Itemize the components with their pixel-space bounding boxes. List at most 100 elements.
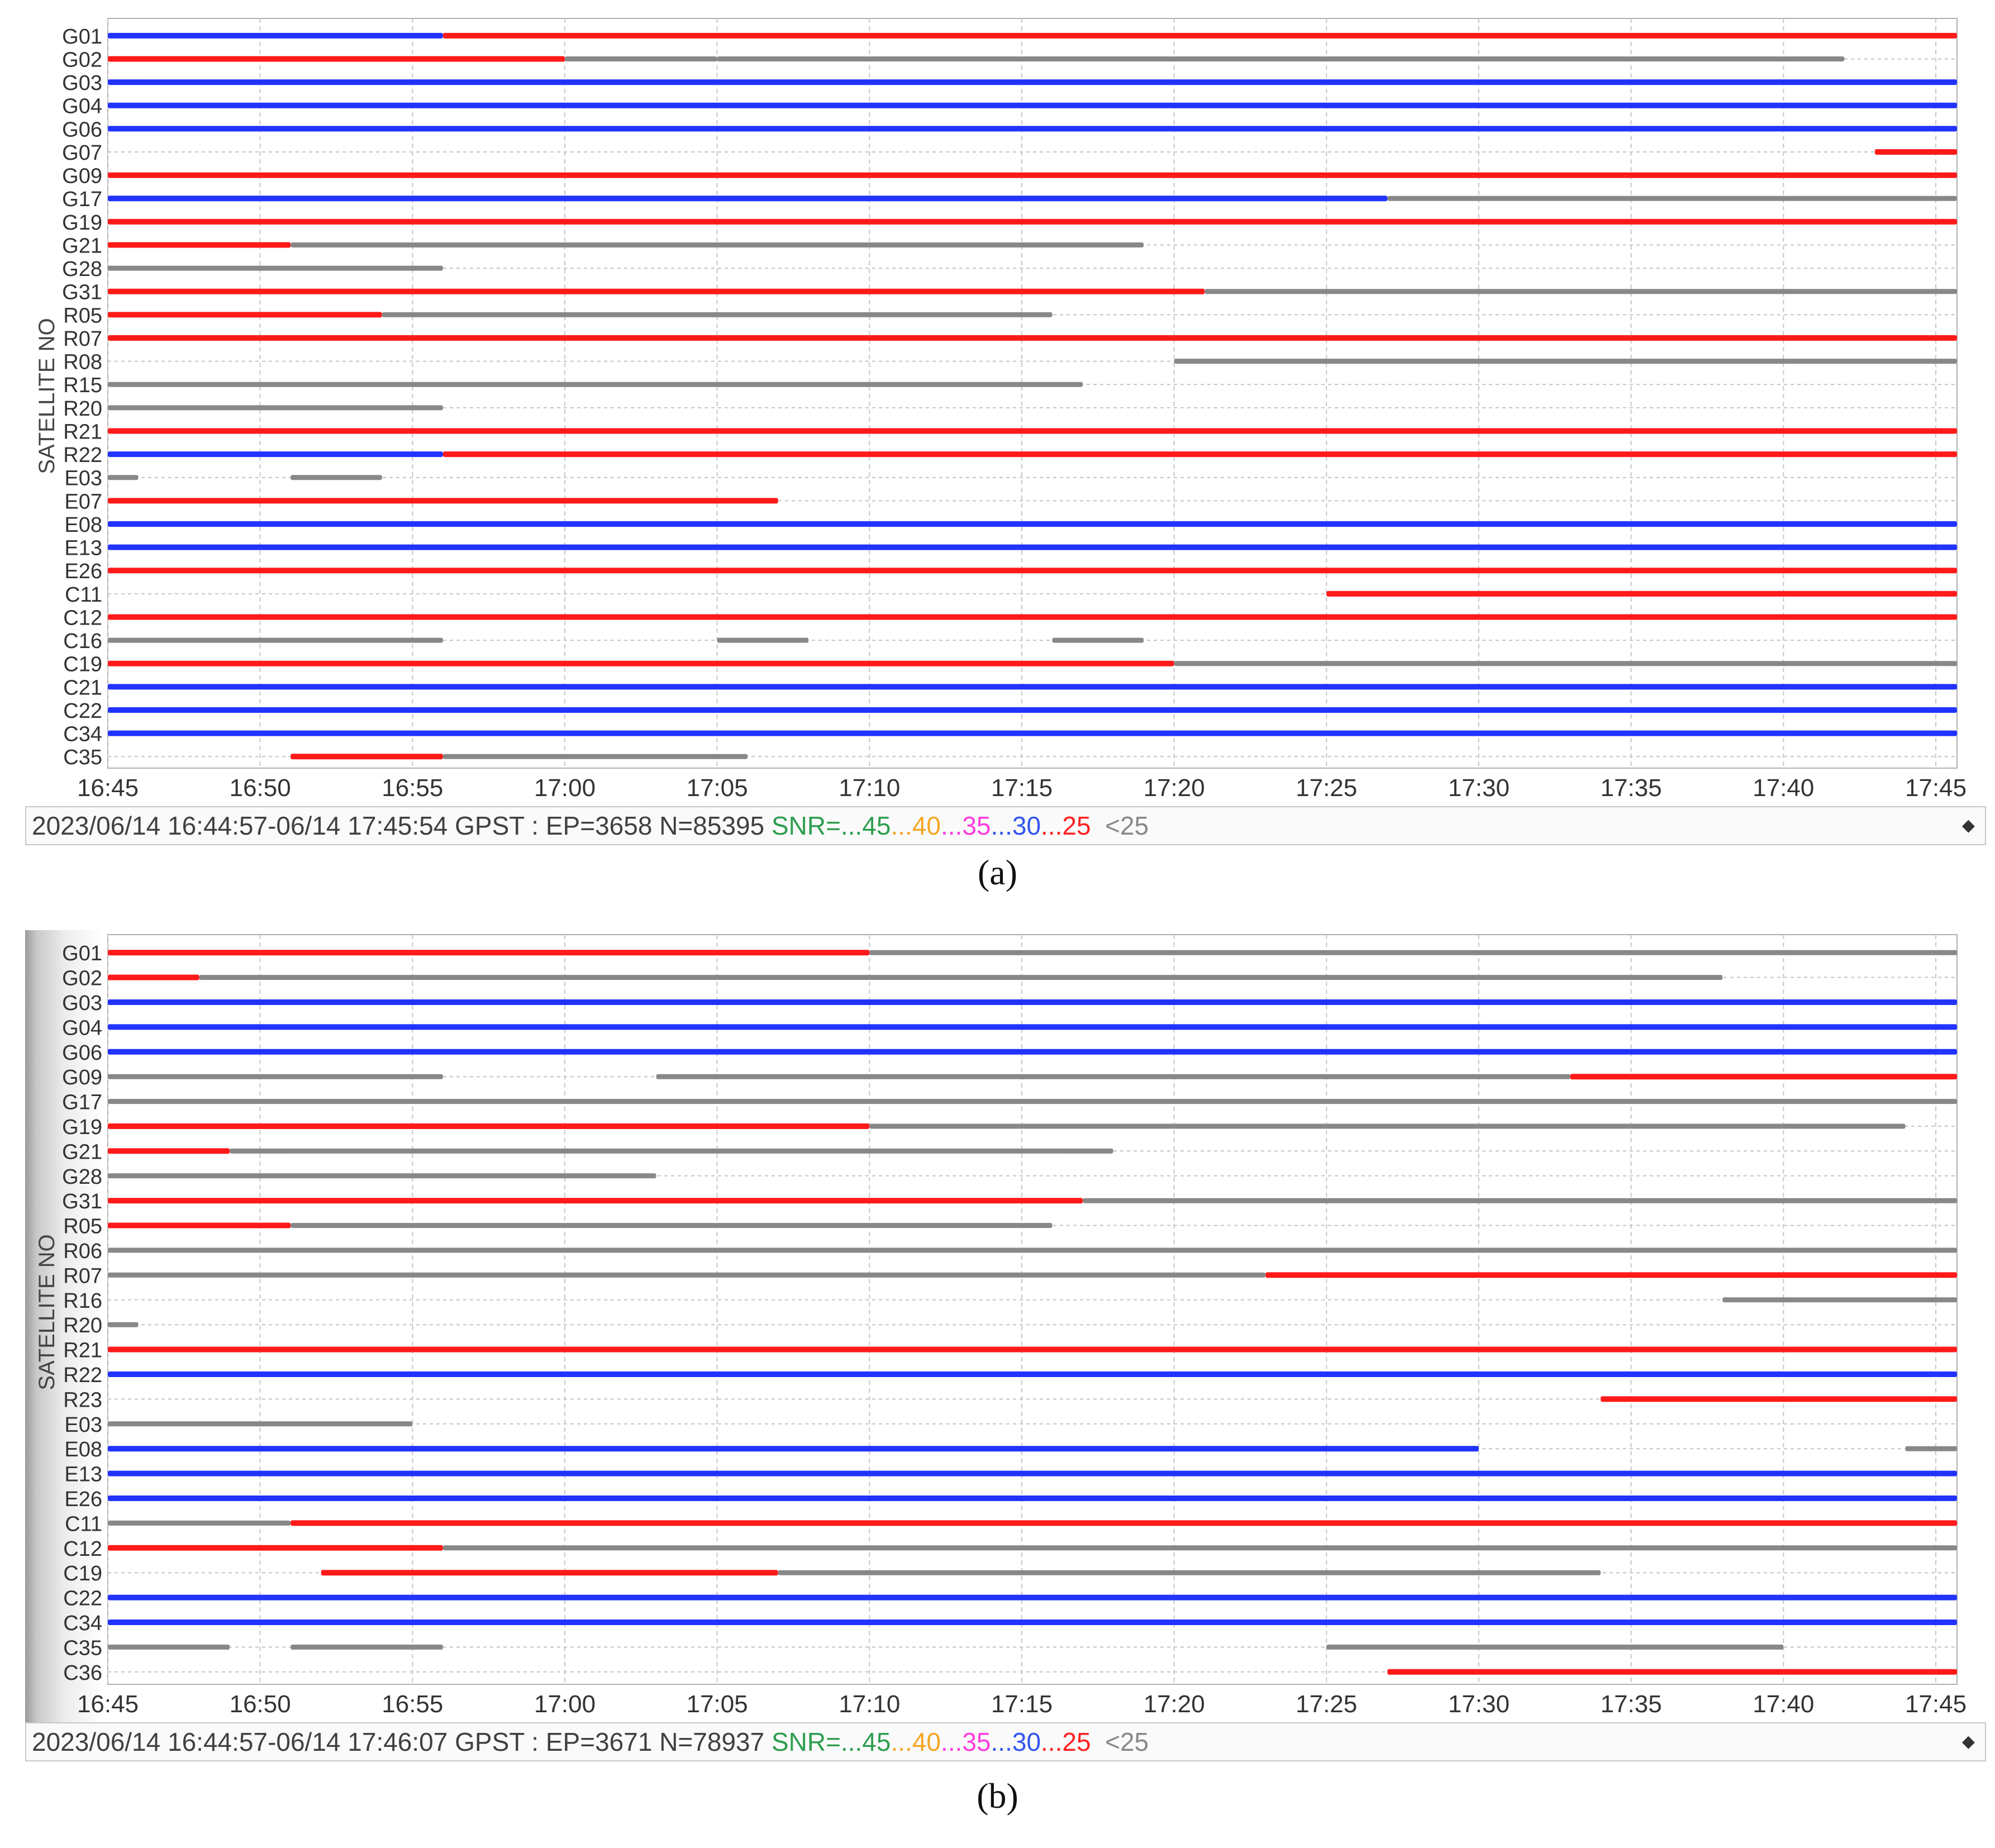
observation-segment [108,1148,230,1154]
satellite-label: G03 [62,992,102,1015]
observation-segment [108,32,443,39]
observation-segment [1204,289,1957,294]
observation-segment [291,1644,443,1650]
observation-segment [108,1222,291,1228]
satellite-label: C35 [63,1636,102,1660]
satellite-label: G09 [62,1066,102,1089]
snr-legend-30: ...30 [991,811,1041,840]
status-range-b: 2023/06/14 16:44:57-06/14 17:46:07 GPST … [32,1727,772,1756]
satellite-label: G28 [62,258,102,281]
snr-legend-35: ...35 [941,811,991,840]
satellite-label: E26 [64,1488,102,1511]
observation-segment [108,1371,1957,1377]
observation-segment [1387,1669,1957,1675]
observation-segment [869,950,1957,955]
observation-segment [1326,590,1957,597]
observation-segment [1722,1297,1957,1303]
observation-segment [1326,1644,1784,1650]
resize-dot-icon[interactable]: ◆ [1961,816,1975,835]
observation-segment [382,312,1053,317]
satellite-label: C34 [63,723,102,746]
observation-segment [230,1148,1113,1154]
x-tick-label: 17:45 [1905,1690,1967,1718]
satellite-label: G21 [62,234,102,258]
observation-segment [291,1520,1958,1526]
observation-segment [1052,637,1144,643]
satellite-label: G01 [62,942,102,965]
satellite-label: C22 [63,1587,102,1611]
observation-segment [108,637,443,643]
observation-segment [1387,196,1957,201]
observation-segment [108,1346,1957,1352]
observation-segment [1874,149,1957,155]
snr-legend-40: ...40 [891,811,941,840]
x-tick-label: 16:45 [77,1690,139,1718]
observation-segment [108,382,1083,387]
satellite-timeline-chart-a: 16:45 16:50 16:55 17:00 17:05 17:10 17:15 17:20… [35,18,1967,802]
satellite-label: G06 [62,1041,102,1065]
observation-segment [1083,1198,1957,1203]
observation-segment [108,974,199,980]
observation-segment [108,428,1957,434]
satellite-label: C34 [63,1612,102,1635]
caption-b: (b) [977,1776,1018,1816]
observation-segment [108,172,1957,178]
observation-segment [108,521,1957,527]
satellite-label: C16 [63,630,102,653]
satellite-label: R16 [63,1289,102,1313]
satellite-label: C36 [63,1661,102,1685]
observation-segment [1174,661,1957,666]
satellite-label: R05 [63,1215,102,1239]
satellite-label: C21 [63,676,102,699]
satellite-label: R22 [63,444,102,467]
plot-frame-b: 16:45 16:50 16:55 17:00 17:05 17:10 17:15 17:20… [25,930,1986,1737]
observation-segment [778,1570,1601,1575]
satellite-label: R21 [63,1339,102,1363]
x-tick-label: 17:05 [687,1690,748,1718]
x-tick-label: 16:55 [382,1690,443,1718]
observation-segment [717,637,809,643]
satellite-label: G02 [62,48,102,72]
x-tick-label: 17:30 [1448,774,1510,802]
satellite-label: G21 [62,1140,102,1164]
observation-segment [1601,1396,1957,1402]
satellite-label: G31 [62,1190,102,1213]
x-tick-label: 16:45 [77,774,139,802]
x-tick-label: 17:00 [534,1690,596,1718]
observation-segment [108,498,778,504]
observation-segment [108,1470,1957,1477]
observation-segment [108,218,1957,225]
x-tick-label: 16:50 [230,1690,291,1718]
observation-segment [108,684,1957,690]
satellite-label: R22 [63,1364,102,1387]
observation-segment [565,56,717,61]
x-tick-label: 17:40 [1753,1690,1814,1718]
y-axis-label: SATELLITE NO [35,1234,59,1390]
observation-segment [108,312,382,318]
resize-dot-icon[interactable]: ◆ [1961,1732,1975,1751]
observation-segment [108,1247,1957,1253]
observation-segment [1265,1272,1957,1278]
satellite-label: G02 [62,967,102,990]
observation-segment [108,265,443,271]
observation-segment [108,335,1957,341]
observation-segment [291,754,443,760]
satellite-label: R23 [63,1388,102,1412]
observation-segment [291,1223,1053,1228]
observation-segment [108,1594,1957,1601]
observation-segment [108,1272,1266,1278]
snr-legend-40: ...40 [891,1727,941,1756]
satellite-label: R15 [63,374,102,397]
satellite-label: G19 [62,1116,102,1139]
observation-segment [869,1123,1906,1129]
observation-segment [108,56,565,62]
observation-segment [108,614,1957,620]
satellite-label: E07 [64,490,102,513]
status-bar-b: 2023/06/14 16:44:57-06/14 17:46:07 GPST … [25,1722,1986,1761]
x-tick-label: 16:50 [230,774,291,802]
observation-segment [108,544,1957,550]
satellite-label: G04 [62,95,102,118]
snr-legend-25: ...25 [1041,1727,1091,1756]
observation-segment [108,568,1957,574]
satellite-label: E08 [64,1438,102,1461]
